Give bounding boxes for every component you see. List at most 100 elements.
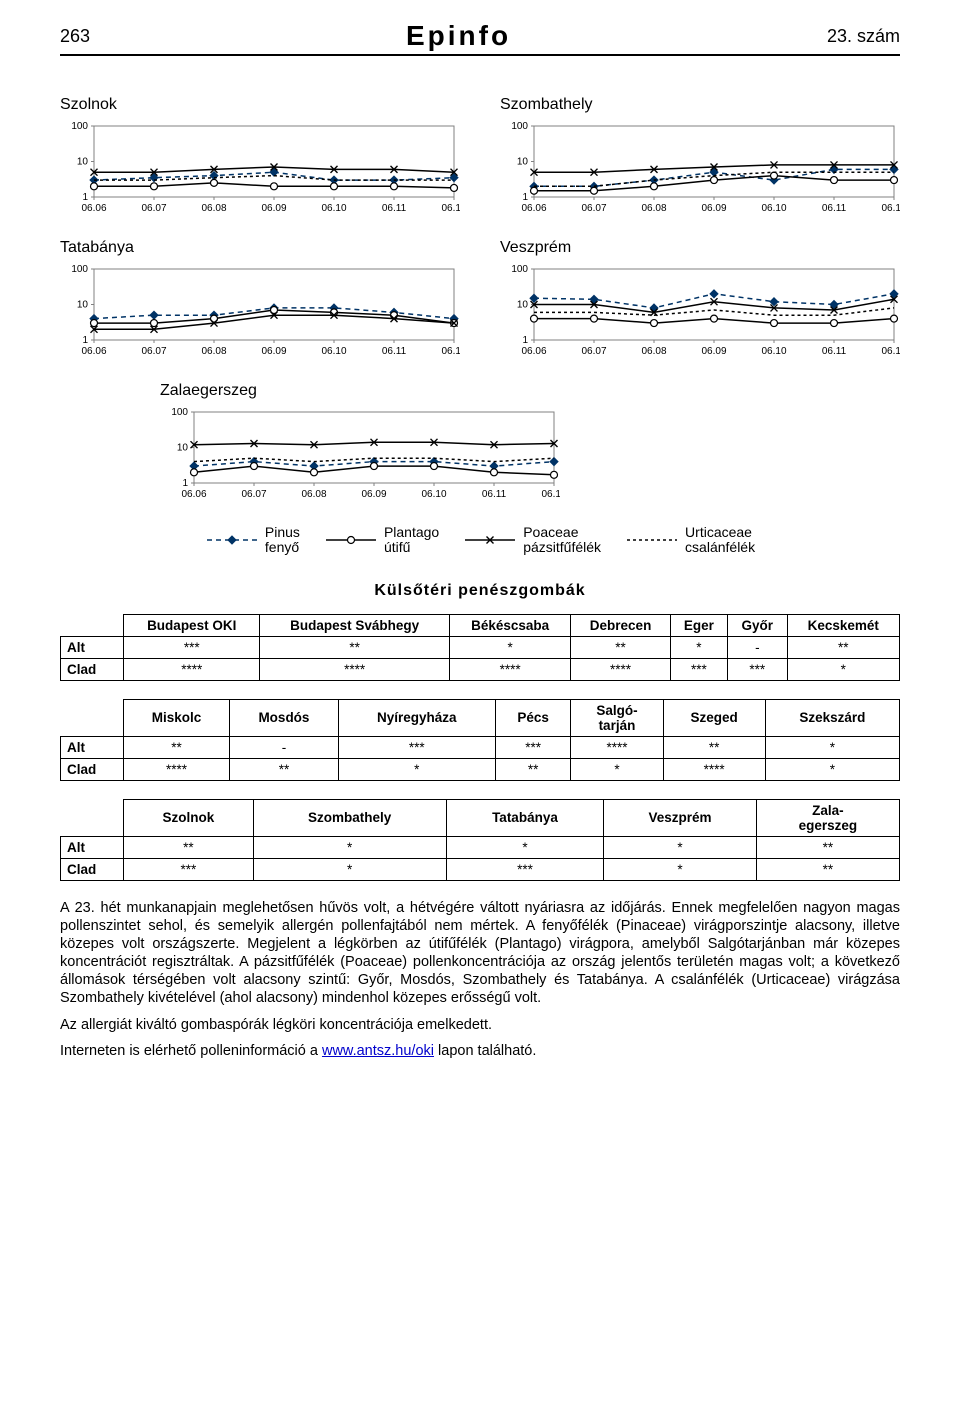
svg-text:06.10: 06.10 [321, 346, 346, 357]
table-header [61, 699, 124, 736]
table-cell: * [765, 758, 899, 780]
page-header: 263 Epinfo 23. szám [60, 20, 900, 56]
table-cell: ** [260, 636, 449, 658]
row-label: Alt [61, 636, 124, 658]
table-cell: ** [571, 636, 670, 658]
chart-szombathely: 11010006.0606.0706.0806.0906.1006.1106.1… [500, 120, 900, 215]
legend-label: Plantagoútifű [384, 525, 439, 556]
data-table: Budapest OKIBudapest SvábhegyBékéscsabaD… [60, 614, 900, 681]
table-header: Veszprém [604, 799, 756, 836]
svg-text:06.12: 06.12 [441, 346, 460, 357]
table-cell: ** [124, 736, 230, 758]
table-cell: **** [260, 658, 449, 680]
svg-text:06.12: 06.12 [881, 346, 900, 357]
table-header: Tatabánya [446, 799, 604, 836]
table-cell: *** [338, 736, 495, 758]
svg-text:06.08: 06.08 [641, 203, 666, 214]
table-cell: ** [756, 858, 899, 880]
table-cell: *** [495, 736, 571, 758]
table-cell: **** [663, 758, 765, 780]
table-cell: * [446, 836, 604, 858]
table-header [61, 799, 124, 836]
svg-text:06.06: 06.06 [81, 203, 106, 214]
table-cell: *** [124, 858, 254, 880]
table-header: Békéscsaba [449, 614, 570, 636]
svg-text:100: 100 [171, 407, 188, 418]
table-cell: * [338, 758, 495, 780]
table-header: Szekszárd [765, 699, 899, 736]
chart-title: Tatabánya [60, 239, 460, 257]
source-link[interactable]: www.antsz.hu/oki [322, 1043, 434, 1059]
table-cell: **** [571, 736, 663, 758]
table-cell: *** [446, 858, 604, 880]
svg-text:06.10: 06.10 [761, 346, 786, 357]
chart-cell: Szolnok11010006.0606.0706.0806.0906.1006… [60, 96, 460, 215]
chart-title: Veszprém [500, 239, 900, 257]
charts-grid: Szolnok 1 10 100 06.06 06.07 06.08 06.09 06.10 06… [60, 96, 900, 501]
table-cell: * [604, 836, 756, 858]
svg-text:06.09: 06.09 [261, 203, 286, 214]
svg-text:06.11: 06.11 [382, 346, 407, 357]
svg-text:06.07: 06.07 [141, 203, 166, 214]
header-right: 23. szám [827, 26, 900, 47]
data-table: MiskolcMosdósNyíregyházaPécsSalgó-tarján… [60, 699, 900, 781]
table-row: Clad********** [61, 858, 900, 880]
chart-title: Szolnok [60, 96, 460, 114]
chart-cell: Tatabánya11010006.0606.0706.0806.0906.10… [60, 239, 460, 358]
table-cell: **** [124, 658, 260, 680]
svg-text:06.11: 06.11 [822, 346, 847, 357]
table-cell: ** [124, 836, 254, 858]
paragraph: Az allergiát kiváltó gombaspórák légköri… [60, 1016, 900, 1034]
svg-text:06.12: 06.12 [881, 203, 900, 214]
table-cell: * [604, 858, 756, 880]
svg-text:06.11: 06.11 [382, 203, 407, 214]
table-cell: **** [449, 658, 570, 680]
paragraph-link: Interneten is elérhető polleninformáció … [60, 1042, 900, 1060]
legend-item-plantago: Plantagoútifű [324, 525, 439, 556]
svg-text:06.07: 06.07 [581, 346, 606, 357]
svg-text:10: 10 [77, 300, 89, 311]
table-header: Szombathely [253, 799, 446, 836]
svg-text:06.06: 06.06 [181, 489, 206, 500]
table-cell: ** [495, 758, 571, 780]
legend-label: Poaceaepázsitfűfélék [523, 525, 601, 556]
svg-text:06.06: 06.06 [521, 346, 546, 357]
svg-text:10: 10 [77, 157, 89, 168]
table-cell: ** [663, 736, 765, 758]
row-label: Clad [61, 658, 124, 680]
header-left: 263 [60, 26, 90, 47]
section-title: Külsőtéri penészgombák [60, 582, 900, 600]
page: 263 Epinfo 23. szám Szolnok 1 10 100 06.06 06… [0, 0, 960, 1108]
svg-text:06.11: 06.11 [482, 489, 507, 500]
svg-text:10: 10 [517, 300, 529, 311]
table-header: Zala-egerszeg [756, 799, 899, 836]
svg-text:06.10: 06.10 [761, 203, 786, 214]
svg-text:1: 1 [82, 192, 88, 203]
legend-item-pinus: Pinusfenyő [205, 525, 300, 556]
table-cell: - [230, 736, 339, 758]
row-label: Clad [61, 858, 124, 880]
table-header: Salgó-tarján [571, 699, 663, 736]
tables: Budapest OKIBudapest SvábhegyBékéscsabaD… [60, 614, 900, 881]
legend-item-poaceae: Poaceaepázsitfűfélék [463, 525, 601, 556]
table-cell: *** [124, 636, 260, 658]
row-label: Clad [61, 758, 124, 780]
link-prefix: Interneten is elérhető polleninformáció … [60, 1043, 322, 1059]
legend-label: Pinusfenyő [265, 525, 300, 556]
chart-row: Tatabánya11010006.0606.0706.0806.0906.10… [60, 239, 900, 358]
table-cell: **** [571, 658, 670, 680]
table-header: Mosdós [230, 699, 339, 736]
table-cell: ** [787, 636, 900, 658]
table-header: Nyíregyháza [338, 699, 495, 736]
row-label: Alt [61, 836, 124, 858]
svg-text:06.07: 06.07 [581, 203, 606, 214]
chart-row: Szolnok11010006.0606.0706.0806.0906.1006… [60, 96, 900, 215]
chart-tatabánya: 11010006.0606.0706.0806.0906.1006.1106.1… [60, 263, 460, 358]
svg-text:06.07: 06.07 [141, 346, 166, 357]
table-header: Kecskemét [787, 614, 900, 636]
chart-title: Szombathely [500, 96, 900, 114]
table-cell: * [787, 658, 900, 680]
table-cell: ** [756, 836, 899, 858]
table-cell: **** [124, 758, 230, 780]
chart-cell: Zalaegerszeg11010006.0606.0706.0806.0906… [160, 382, 560, 501]
